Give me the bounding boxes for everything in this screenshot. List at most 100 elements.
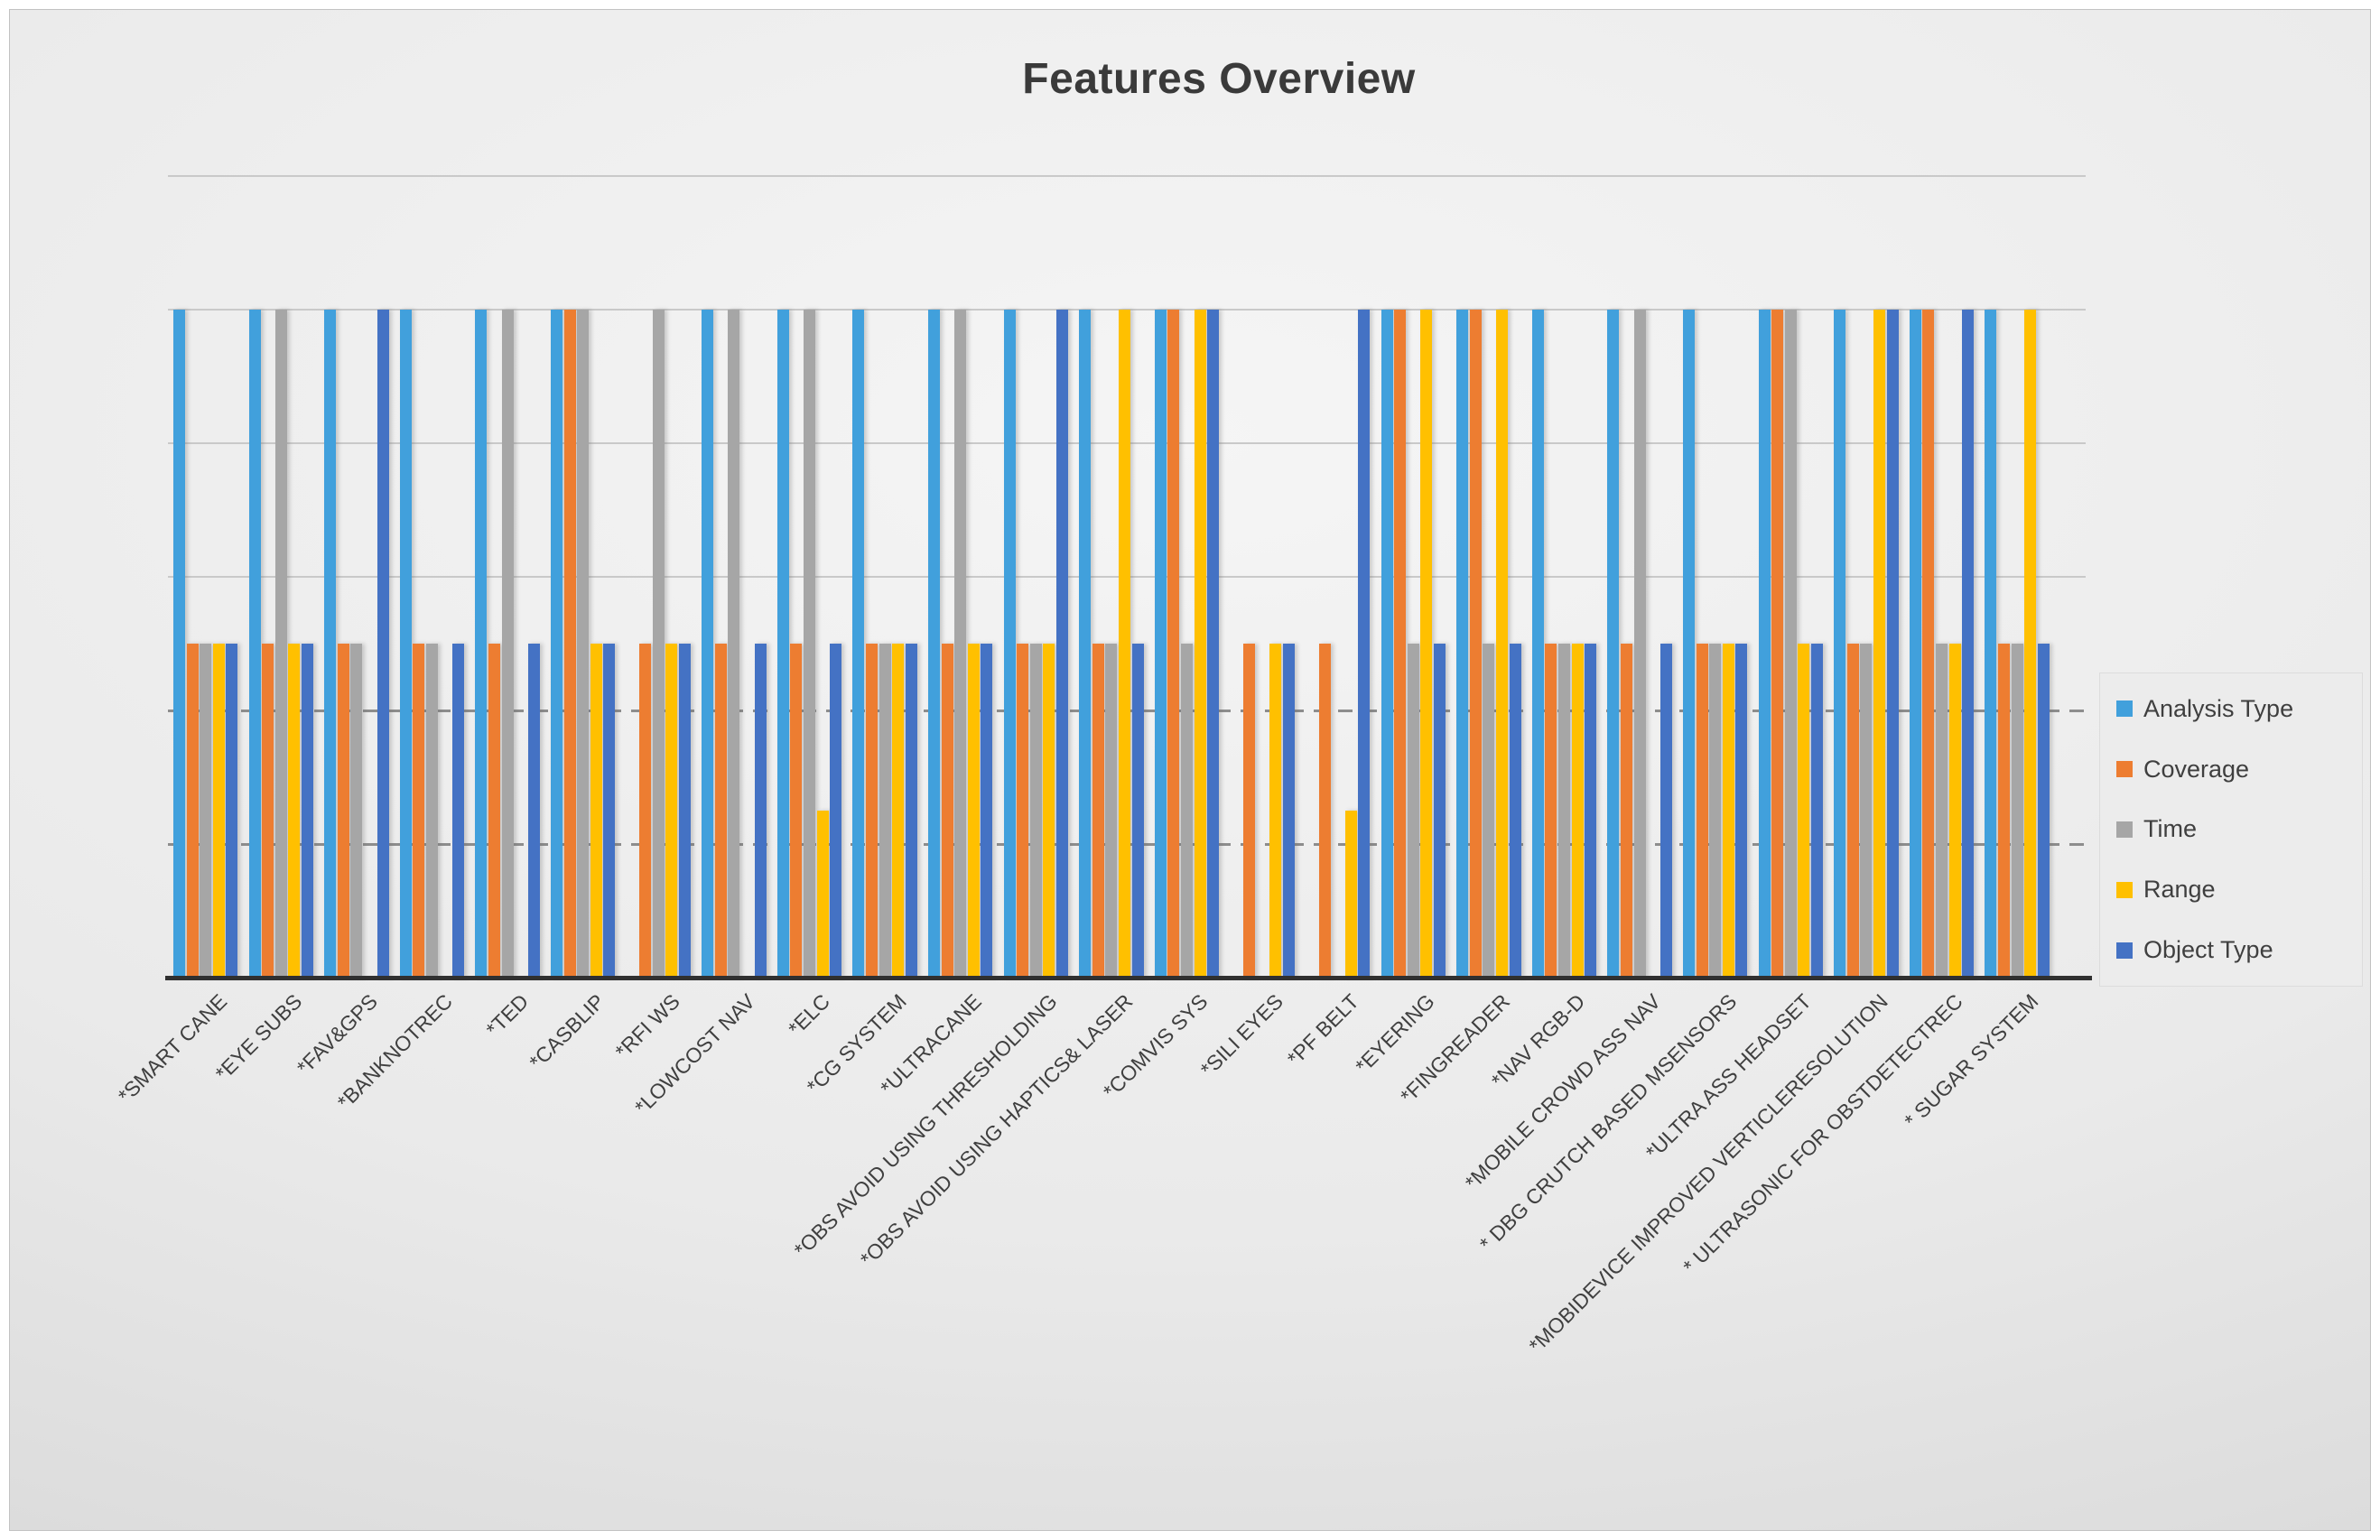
bar-range [1873,310,1885,978]
legend-item-label: Time [2143,815,2197,843]
bar-object-type [1585,644,1596,978]
bar-analysis-type [777,310,789,978]
bar-object-type [2038,644,2050,978]
bar-range [213,644,225,978]
bar-time [1408,644,1419,978]
bar-object-type [1207,310,1219,978]
legend-item-label: Coverage [2143,755,2250,783]
bar-analysis-type [1607,310,1619,978]
bar-coverage [187,644,199,978]
bar-analysis-type [1004,310,1016,978]
bar-object-type [981,644,992,978]
bar-analysis-type [1834,310,1845,978]
bar-coverage [413,644,424,978]
legend-swatch-icon [2116,942,2133,959]
legend-item-analysis-type: Analysis Type [2116,695,2362,723]
legend-swatch-icon [2116,700,2133,718]
bar-analysis-type [173,310,185,978]
bar-object-type [603,644,615,978]
bar-object-type [1358,310,1370,978]
bar-range [590,644,602,978]
bar-object-type [1962,310,1974,978]
bar-range [665,644,677,978]
bar-coverage [1319,644,1331,978]
bar-time [1936,644,1948,978]
bar-coverage [715,644,727,978]
bar-range [1949,644,1961,978]
bar-range [968,644,980,978]
bar-time [728,310,739,978]
bar-range [1420,310,1432,978]
bar-analysis-type [324,310,336,978]
chart-title: Features Overview [1022,55,1416,103]
bar-coverage [790,644,802,978]
bar-object-type [1811,644,1823,978]
bar-coverage [1621,644,1632,978]
bar-analysis-type [1155,310,1167,978]
bar-analysis-type [928,310,940,978]
legend-item-label: Object Type [2143,936,2273,964]
bar-coverage [1697,644,1708,978]
bar-coverage [1998,644,2010,978]
bar-object-type [1735,644,1747,978]
bar-object-type [1056,310,1068,978]
bar-analysis-type [475,310,487,978]
bar-coverage [1847,644,1859,978]
bar-analysis-type [400,310,412,978]
bar-coverage [262,644,274,978]
bar-analysis-type [702,310,713,978]
bar-object-type [1283,644,1295,978]
bar-coverage [866,644,878,978]
bar-coverage [1017,644,1028,978]
bar-coverage [1394,310,1406,978]
x-axis-line [165,976,2092,980]
bar-object-type [1660,644,1672,978]
legend-item-label: Range [2143,876,2216,904]
bar-object-type [1887,310,1899,978]
bar-time [275,310,287,978]
bar-time [577,310,589,978]
bar-range [817,811,829,978]
bar-range [1269,644,1281,978]
bar-coverage [338,644,349,978]
legend: Analysis Type Coverage Time Range Object Typ… [2099,673,2363,987]
bar-object-type [1132,644,1144,978]
gridline [168,175,2086,177]
bar-time [1181,644,1193,978]
legend-swatch-icon [2116,821,2133,838]
legend-item-range: Range [2116,876,2362,904]
bar-time [1634,310,1646,978]
legend-item-object-type: Object Type [2116,936,2362,964]
bar-coverage [1545,644,1557,978]
bar-object-type [1510,644,1521,978]
bar-object-type [906,644,917,978]
bar-object-type [452,644,464,978]
bar-analysis-type [1910,310,1921,978]
bar-coverage [1092,644,1104,978]
bar-time [1785,310,1797,978]
bar-analysis-type [1683,310,1695,978]
legend-swatch-icon [2116,761,2133,778]
bar-time [350,644,362,978]
bar-analysis-type [1985,310,1996,978]
bar-time [1483,644,1494,978]
bar-analysis-type [1759,310,1771,978]
bar-coverage [1922,310,1934,978]
bar-coverage [1470,310,1482,978]
bar-range [288,644,300,978]
bar-object-type [302,644,313,978]
bar-coverage [488,644,500,978]
bar-time [653,310,665,978]
bar-analysis-type [1381,310,1393,978]
bar-time [502,310,514,978]
bar-analysis-type [852,310,864,978]
legend-item-time: Time [2116,815,2362,843]
legend-item-label: Analysis Type [2143,694,2294,722]
bar-analysis-type [1532,310,1544,978]
bar-coverage [1167,310,1179,978]
bar-analysis-type [551,310,562,978]
bar-object-type [755,644,767,978]
bar-analysis-type [1456,310,1468,978]
bar-time [879,644,891,978]
